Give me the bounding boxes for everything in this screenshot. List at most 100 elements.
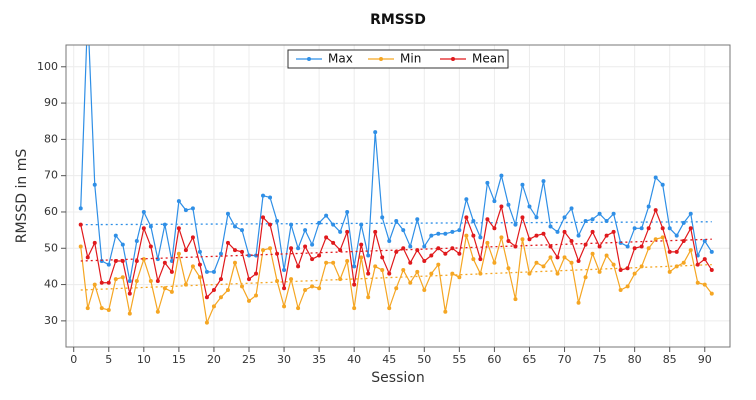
data-point — [548, 255, 553, 260]
data-point — [709, 249, 714, 254]
data-point — [611, 211, 616, 216]
x-tick-label: 20 — [207, 353, 221, 366]
x-tick-label: 65 — [522, 353, 536, 366]
data-point — [359, 222, 364, 227]
data-point — [478, 235, 483, 240]
data-point — [380, 268, 385, 273]
legend-box — [287, 49, 509, 69]
data-point — [674, 233, 679, 238]
data-point — [555, 271, 560, 276]
x-tick-label: 25 — [242, 353, 256, 366]
data-point — [183, 208, 188, 213]
data-point — [134, 239, 139, 244]
data-point — [569, 239, 574, 244]
data-point — [176, 226, 181, 231]
data-point — [78, 222, 83, 227]
data-point — [352, 282, 357, 287]
data-point — [232, 224, 237, 229]
data-point — [197, 262, 202, 267]
data-point — [422, 288, 427, 293]
data-point — [681, 239, 686, 244]
data-point — [282, 304, 287, 309]
data-point — [218, 295, 223, 300]
data-point — [590, 217, 595, 222]
data-point — [303, 288, 308, 293]
data-point — [239, 284, 244, 289]
y-tick-label: 70 — [44, 169, 58, 182]
x-tick-label: 55 — [452, 353, 466, 366]
data-point — [162, 260, 167, 265]
data-point — [148, 224, 153, 229]
data-point — [373, 130, 378, 135]
data-point — [597, 244, 602, 249]
data-point — [674, 249, 679, 254]
data-point — [555, 255, 560, 260]
data-point — [555, 229, 560, 234]
data-point — [155, 309, 160, 314]
data-point — [408, 244, 413, 249]
data-point — [457, 275, 462, 280]
data-point — [296, 264, 301, 269]
data-point — [688, 226, 693, 231]
data-point — [380, 215, 385, 220]
data-point — [232, 248, 237, 253]
data-point — [218, 277, 223, 282]
data-point — [660, 235, 665, 240]
data-point — [415, 217, 420, 222]
data-point — [653, 208, 658, 213]
data-point — [485, 180, 490, 185]
data-point — [169, 269, 174, 274]
data-point — [569, 260, 574, 265]
data-point — [225, 211, 230, 216]
data-point — [218, 251, 223, 256]
data-point — [541, 231, 546, 236]
data-point — [471, 233, 476, 238]
data-point — [646, 226, 651, 231]
data-point — [450, 246, 455, 251]
data-point — [632, 246, 637, 251]
data-point — [148, 278, 153, 283]
data-point — [625, 266, 630, 271]
data-point — [667, 226, 672, 231]
data-point — [408, 260, 413, 265]
y-tick-label: 60 — [44, 205, 58, 218]
data-point — [688, 211, 693, 216]
y-tick-label: 100 — [37, 60, 58, 73]
data-point — [275, 251, 280, 256]
data-point — [366, 271, 371, 276]
data-point — [211, 304, 216, 309]
data-point — [436, 262, 441, 267]
data-point — [204, 295, 209, 300]
data-point — [576, 233, 581, 238]
data-point — [331, 222, 336, 227]
data-point — [317, 220, 322, 225]
data-point — [471, 257, 476, 262]
data-point — [590, 251, 595, 256]
data-point — [127, 278, 132, 283]
data-point — [653, 237, 658, 242]
data-point — [155, 278, 160, 283]
data-point — [562, 215, 567, 220]
data-point — [134, 258, 139, 263]
data-point — [289, 246, 294, 251]
data-point — [113, 233, 118, 238]
x-tick-label: 75 — [593, 353, 607, 366]
x-tick-label: 85 — [663, 353, 677, 366]
data-point — [499, 173, 504, 178]
data-point — [127, 291, 132, 296]
data-point — [597, 269, 602, 274]
data-point — [625, 284, 630, 289]
data-point — [548, 224, 553, 229]
data-point — [632, 226, 637, 231]
data-point — [289, 277, 294, 282]
data-point — [127, 311, 132, 316]
x-tick-label: 30 — [277, 353, 291, 366]
data-point — [422, 244, 427, 249]
data-point — [85, 255, 90, 260]
grid — [66, 45, 730, 347]
data-point — [247, 253, 252, 258]
x-tick-label: 35 — [312, 353, 326, 366]
data-point — [485, 217, 490, 222]
data-point — [667, 249, 672, 254]
